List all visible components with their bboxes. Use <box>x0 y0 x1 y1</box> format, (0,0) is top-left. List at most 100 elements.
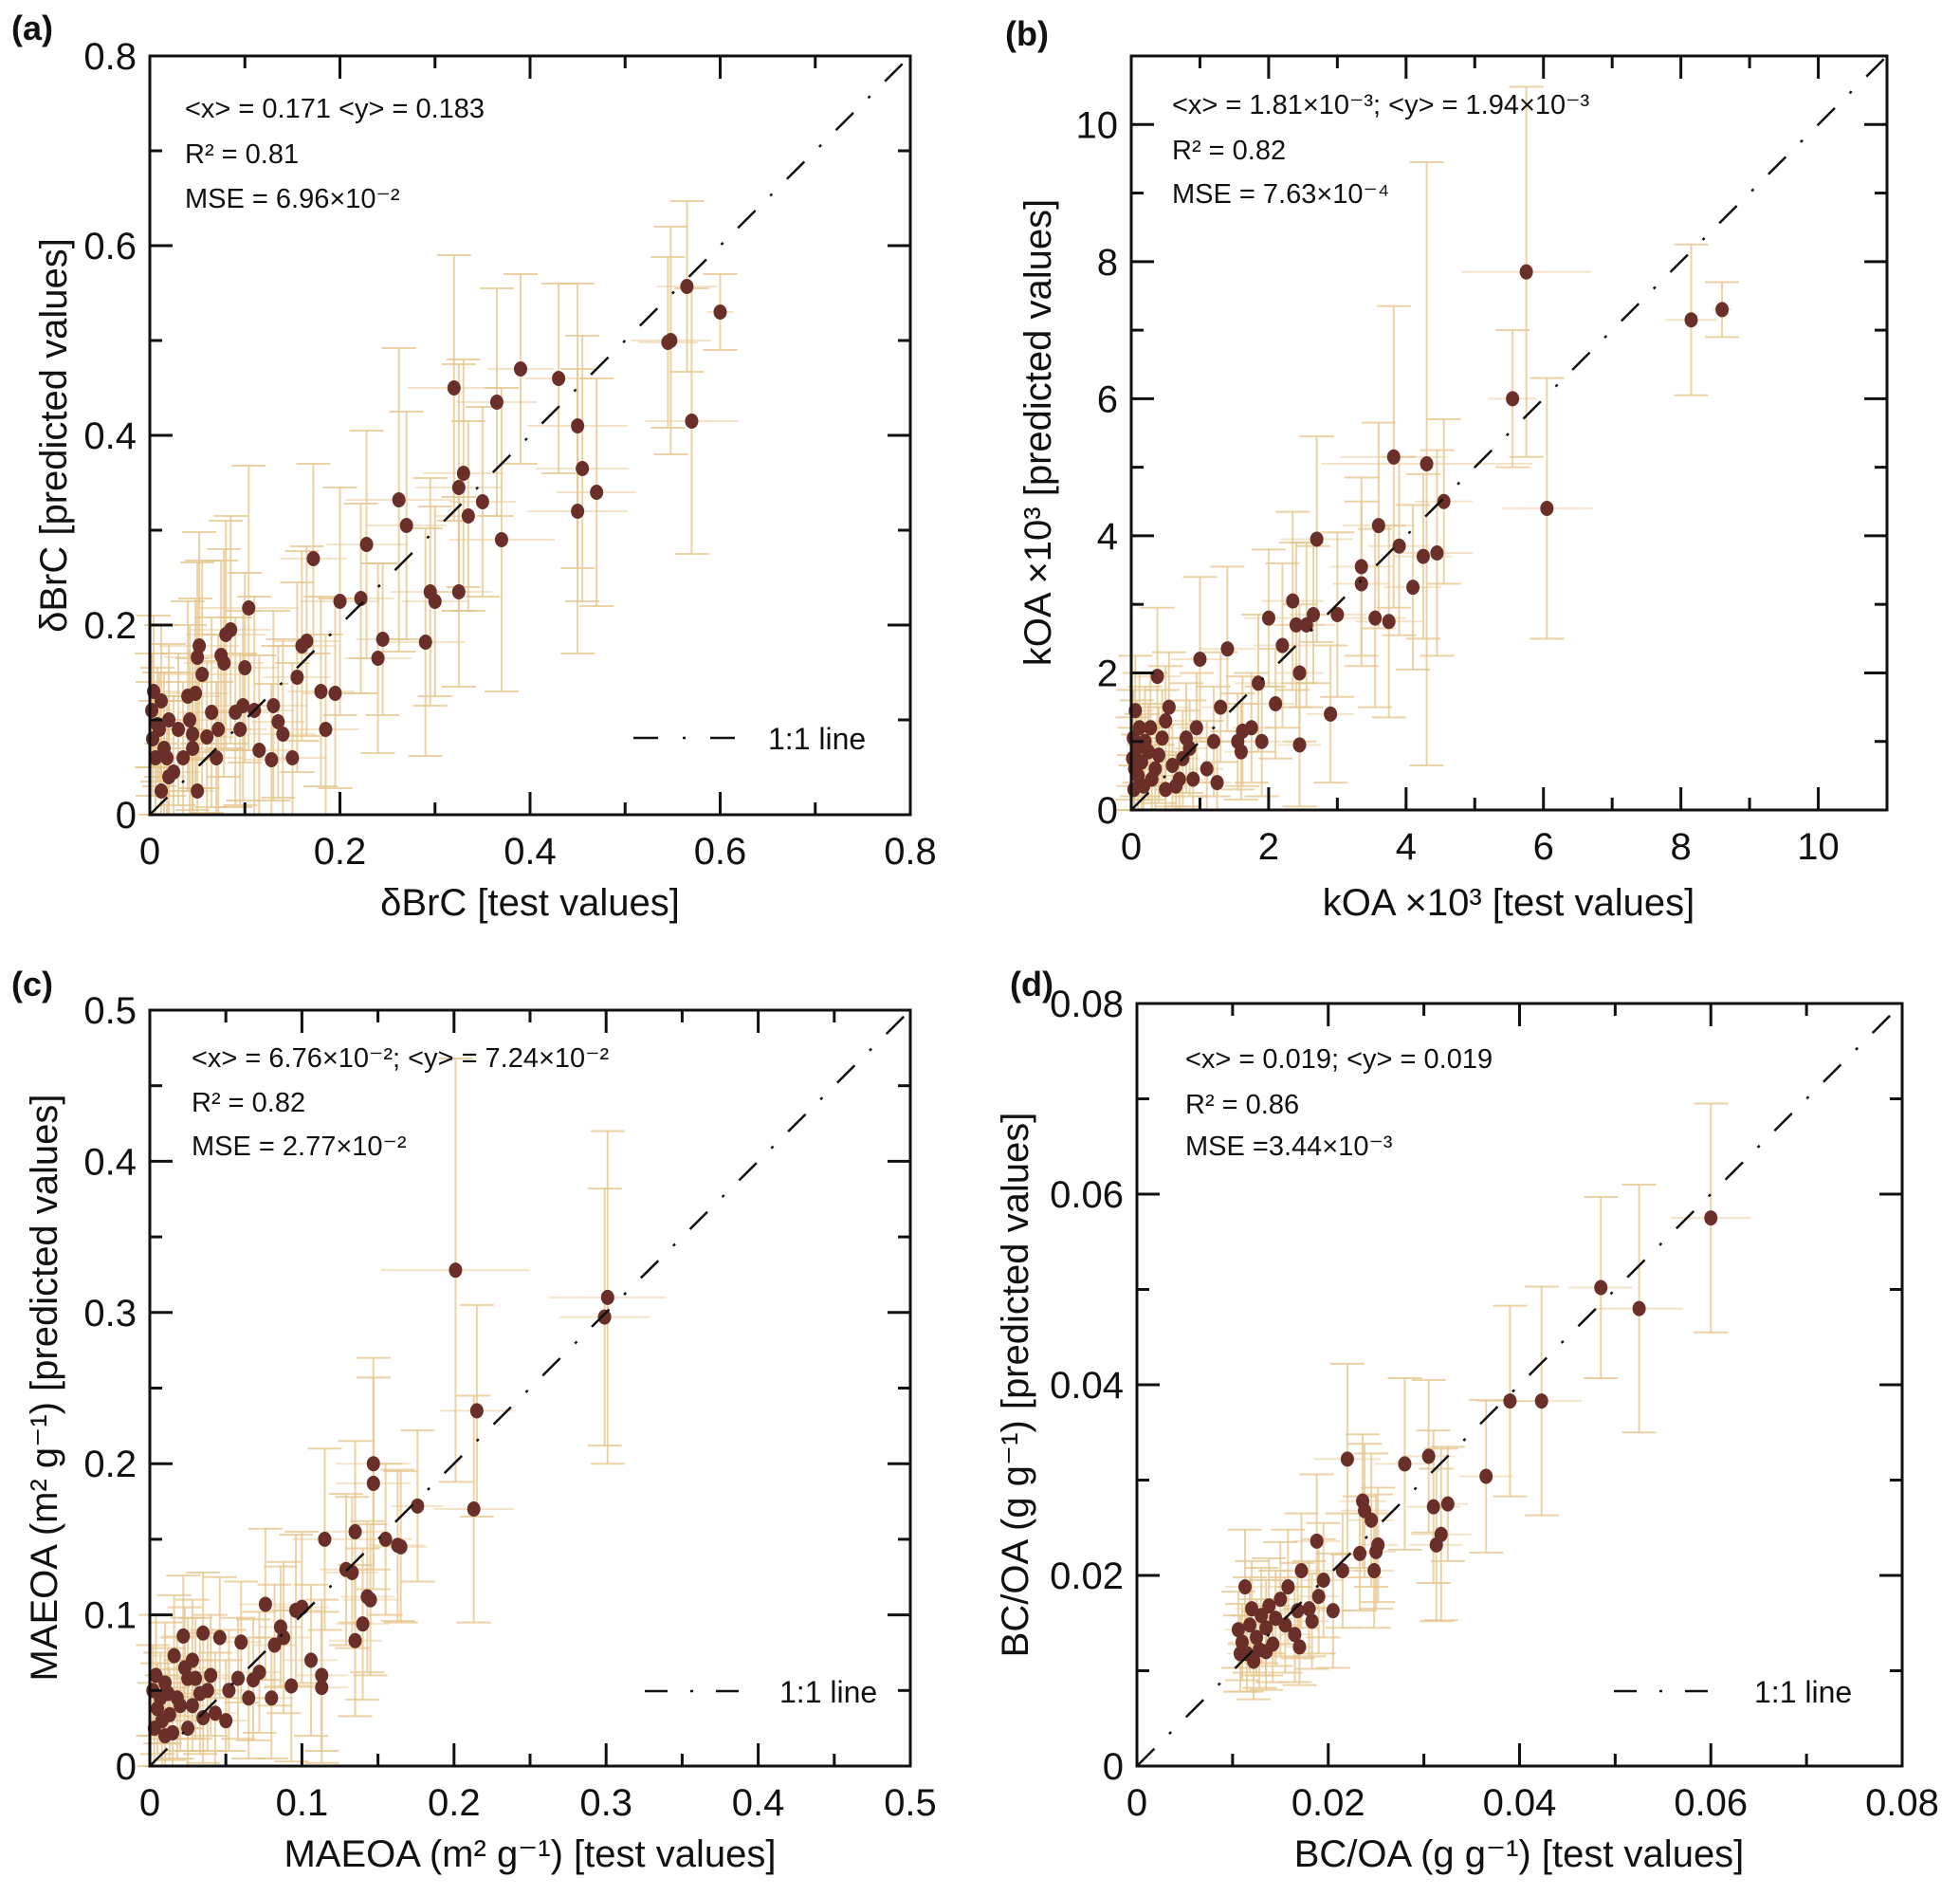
data-point <box>212 1629 227 1646</box>
data-point <box>1421 1448 1436 1464</box>
panel-b-x-tick-labels: 0 2 4 6 8 10 <box>1121 826 1840 868</box>
data-point <box>348 1632 362 1648</box>
panel-c-errorbars <box>136 1058 667 1767</box>
panel-c-ticks <box>148 1008 912 1768</box>
panel-a-x-axis-label: δBrC [test values] <box>380 882 680 924</box>
data-point <box>1144 720 1158 736</box>
y-tick-label: 0.08 <box>1050 984 1124 1025</box>
x-tick-label: 8 <box>1671 826 1692 868</box>
data-point <box>1305 1613 1319 1629</box>
data-point <box>399 518 413 533</box>
data-point <box>1289 617 1303 633</box>
data-point <box>1200 761 1214 777</box>
panel-a-points <box>145 279 727 799</box>
data-point <box>1392 538 1406 554</box>
data-point <box>265 752 279 767</box>
panel-c-y-axis-label: MAEOA (m² g⁻¹) [predicted values] <box>24 1094 65 1681</box>
data-point <box>489 395 504 410</box>
panel-b-y-tick-labels: 0 2 4 6 8 10 <box>1076 104 1119 832</box>
data-point <box>366 1475 380 1491</box>
data-point <box>475 494 489 509</box>
panel-c: (c) 0 0.1 0.2 0.3 0.4 0.5 0 0.1 0.2 0.3 0.4 0.5 MA… <box>11 965 937 1875</box>
data-point <box>1159 713 1173 729</box>
data-point <box>1302 1601 1316 1617</box>
data-point <box>1255 1608 1269 1624</box>
data-point <box>1310 1533 1324 1549</box>
data-point <box>252 743 266 758</box>
data-point <box>186 741 200 756</box>
data-point <box>1235 1634 1249 1650</box>
data-point <box>181 689 195 704</box>
data-point <box>1261 610 1275 626</box>
data-point <box>1715 302 1730 318</box>
data-point <box>685 414 699 429</box>
panel-d-stat-mse: MSE =3.44×10⁻³ <box>1185 1132 1393 1162</box>
data-point <box>1291 1603 1305 1619</box>
data-point <box>1299 617 1313 633</box>
data-point <box>214 648 229 663</box>
data-point <box>513 361 527 377</box>
data-point <box>231 1670 246 1686</box>
data-point <box>222 1683 236 1699</box>
panel-b-stat-means: <x> = 1.81×10⁻³; <y> = 1.94×10⁻³ <box>1172 90 1589 120</box>
data-point <box>467 1501 481 1518</box>
x-tick-label: 0.2 <box>428 1782 481 1824</box>
panel-d-legend-label: 1:1 line <box>1754 1675 1852 1709</box>
data-point <box>1506 391 1520 407</box>
data-point <box>1150 669 1164 685</box>
y-tick-label: 0.4 <box>83 1141 137 1183</box>
data-point <box>1503 1393 1517 1409</box>
data-point <box>1186 771 1200 787</box>
x-tick-label: 4 <box>1396 826 1417 868</box>
data-point <box>1165 758 1180 774</box>
panel-b: (b) 0 2 4 6 8 10 0 2 4 6 8 10 kOA ×10³ [test value… <box>1005 14 1889 924</box>
data-point <box>185 1698 199 1714</box>
data-point <box>1151 747 1165 764</box>
data-point <box>469 1403 484 1419</box>
data-point <box>1416 548 1430 564</box>
data-point <box>1245 1601 1259 1617</box>
data-point <box>1155 730 1169 746</box>
x-tick-label: 10 <box>1797 826 1840 868</box>
panel-d-stat-r2: R² = 0.86 <box>1185 1090 1299 1120</box>
data-point <box>176 750 191 765</box>
y-tick-label: 0.6 <box>83 226 137 267</box>
data-point <box>267 1637 282 1653</box>
data-point <box>183 712 197 727</box>
y-tick-label: 0.04 <box>1050 1365 1124 1407</box>
data-point <box>1269 1611 1283 1627</box>
data-point <box>1247 1653 1261 1669</box>
data-point <box>1367 1562 1382 1578</box>
y-tick-label: 0.5 <box>83 990 137 1032</box>
data-point <box>155 783 169 799</box>
data-point <box>456 466 470 481</box>
data-point <box>1426 1499 1440 1515</box>
data-point <box>1250 1629 1264 1646</box>
data-point <box>273 1619 287 1635</box>
y-tick-label: 0.8 <box>83 36 137 78</box>
panel-b-stats: <x> = 1.81×10⁻³; <y> = 1.94×10⁻³ R² = 0.… <box>1172 90 1589 210</box>
data-point <box>314 684 328 699</box>
data-point <box>1326 1603 1340 1619</box>
y-tick-label: 6 <box>1097 378 1118 420</box>
data-point <box>1255 733 1269 749</box>
data-point <box>1292 665 1307 681</box>
data-point <box>1234 744 1248 760</box>
panel-a-tag: (a) <box>11 9 53 47</box>
x-tick-label: 0 <box>1127 1782 1147 1824</box>
data-point <box>1324 706 1338 722</box>
data-point <box>354 591 368 606</box>
data-point <box>290 670 304 685</box>
panel-b-tag: (b) <box>1005 14 1049 53</box>
data-point <box>1237 1579 1252 1595</box>
panel-d-stat-means: <x> = 0.019; <y> = 0.019 <box>1185 1044 1493 1075</box>
data-point <box>1162 699 1176 715</box>
data-point <box>158 1728 173 1744</box>
data-point <box>233 722 247 737</box>
data-point <box>172 722 186 737</box>
x-tick-label: 0.4 <box>504 831 557 873</box>
panel-a-stat-r2: R² = 0.81 <box>185 139 299 170</box>
y-tick-label: 0 <box>1103 1746 1124 1788</box>
data-point <box>258 1596 272 1612</box>
data-point <box>552 371 566 386</box>
